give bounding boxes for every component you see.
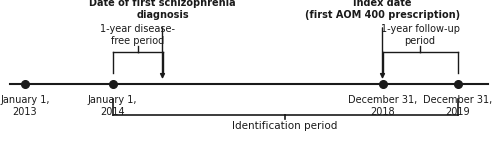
- Text: 1-year disease-
free period: 1-year disease- free period: [100, 24, 175, 46]
- Text: Identification period: Identification period: [232, 121, 338, 131]
- Text: December 31,
2019: December 31, 2019: [423, 95, 492, 117]
- Text: January 1,
2014: January 1, 2014: [88, 95, 137, 117]
- Text: January 1,
2013: January 1, 2013: [0, 95, 50, 117]
- Text: 1-year follow-up
period: 1-year follow-up period: [380, 24, 460, 46]
- Text: December 31,
2018: December 31, 2018: [348, 95, 417, 117]
- Text: Date of first schizophrenia
diagnosis: Date of first schizophrenia diagnosis: [89, 0, 236, 20]
- Text: Index date
(first AOM 400 prescription): Index date (first AOM 400 prescription): [305, 0, 460, 20]
